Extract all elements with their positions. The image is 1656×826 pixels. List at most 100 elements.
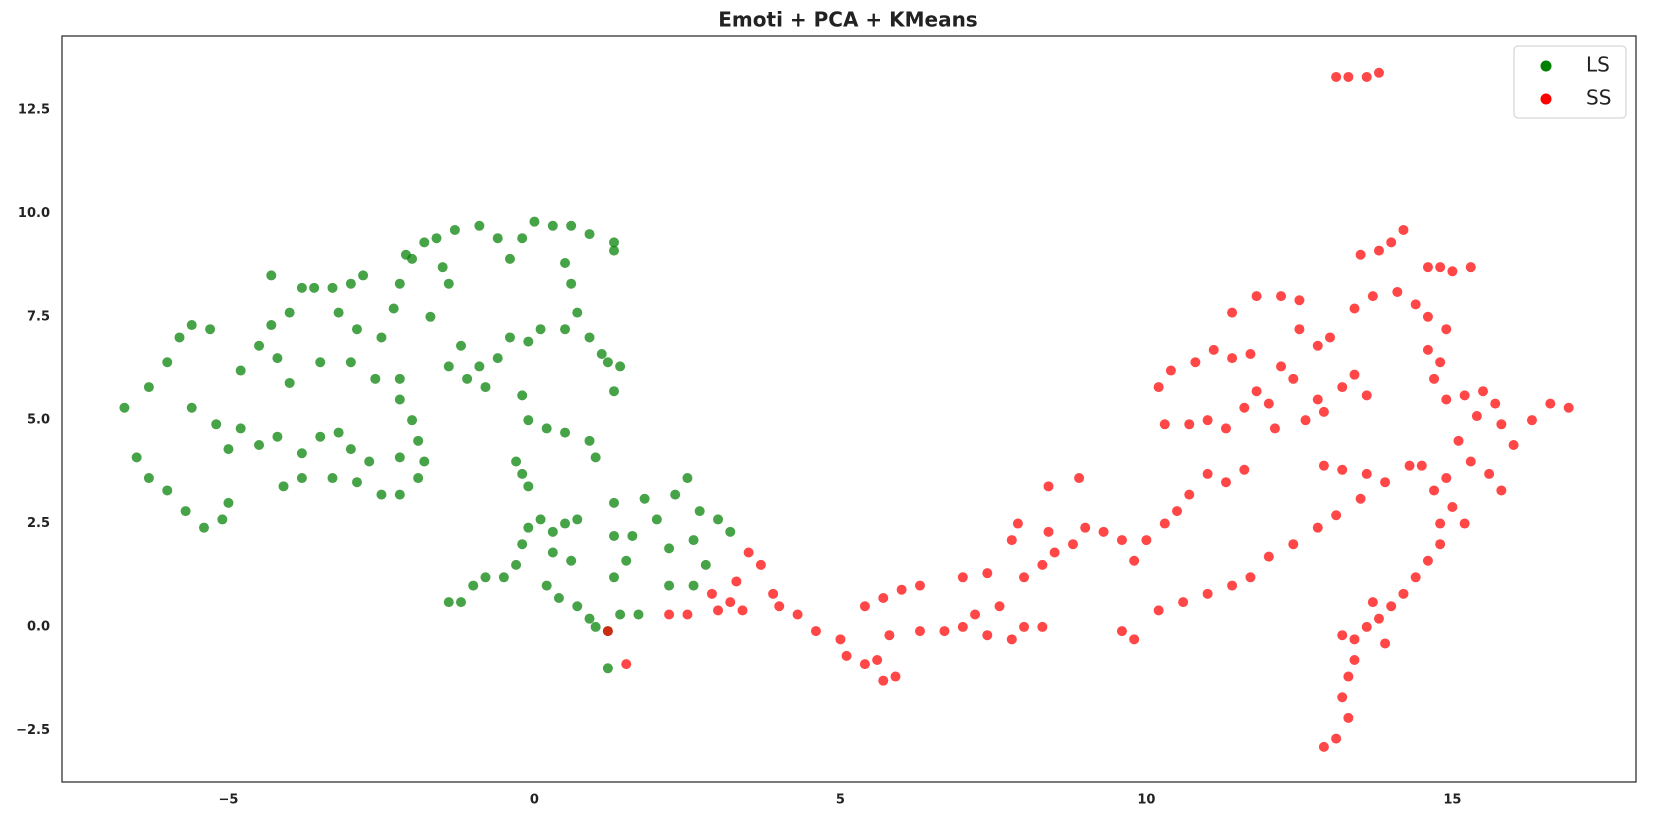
point <box>480 382 491 393</box>
point <box>419 237 430 248</box>
point <box>1208 344 1219 355</box>
point <box>560 258 571 269</box>
point <box>835 634 846 645</box>
point <box>602 626 613 637</box>
point <box>810 626 821 637</box>
point <box>768 588 779 599</box>
point <box>1312 522 1323 533</box>
point <box>1331 510 1342 521</box>
point <box>511 559 522 570</box>
point <box>480 572 491 583</box>
point <box>688 535 699 546</box>
point <box>682 473 693 484</box>
point <box>119 402 130 413</box>
x-tick-label: 0 <box>530 793 539 808</box>
point <box>198 522 209 533</box>
point <box>205 324 216 335</box>
point <box>560 427 571 438</box>
point <box>315 357 326 368</box>
point <box>859 659 870 670</box>
point <box>364 456 375 467</box>
point <box>1318 460 1329 471</box>
plot-frame <box>61 35 1637 783</box>
point <box>1422 262 1433 273</box>
point <box>523 481 534 492</box>
point <box>1202 468 1213 479</box>
point <box>333 427 344 438</box>
point <box>1159 518 1170 529</box>
point <box>566 555 577 566</box>
point <box>621 555 632 566</box>
point <box>394 373 405 384</box>
point <box>602 663 613 674</box>
point <box>572 601 583 612</box>
point <box>315 431 326 442</box>
point <box>1471 411 1482 422</box>
point <box>560 324 571 335</box>
point <box>731 576 742 587</box>
point <box>859 601 870 612</box>
point <box>1441 473 1452 484</box>
point <box>725 597 736 608</box>
point <box>713 514 724 525</box>
point <box>688 580 699 591</box>
point <box>1453 435 1464 446</box>
point <box>1331 71 1342 82</box>
point <box>443 597 454 608</box>
point <box>584 332 595 343</box>
point <box>706 588 717 599</box>
point <box>345 357 356 368</box>
point <box>1227 353 1238 364</box>
point <box>1386 601 1397 612</box>
point <box>394 489 405 500</box>
point <box>1037 559 1048 570</box>
point <box>1288 539 1299 550</box>
x-tick-label: −5 <box>218 793 238 808</box>
point <box>1416 460 1427 471</box>
point <box>841 650 852 661</box>
point <box>1331 733 1342 744</box>
point <box>1080 522 1091 533</box>
point <box>474 361 485 372</box>
point <box>584 435 595 446</box>
point <box>1178 597 1189 608</box>
point <box>609 530 620 541</box>
point <box>1251 386 1262 397</box>
x-tick-label: 15 <box>1443 793 1461 808</box>
y-tick-label: −2.5 <box>16 723 50 738</box>
point <box>1006 634 1017 645</box>
point <box>615 609 626 620</box>
point <box>529 216 540 227</box>
point <box>566 220 577 231</box>
point <box>272 353 283 364</box>
point <box>517 390 528 401</box>
point <box>547 547 558 558</box>
point <box>1269 423 1280 434</box>
y-tick-label: 10.0 <box>18 206 50 221</box>
point <box>755 559 766 570</box>
point <box>1355 249 1366 260</box>
point <box>1496 419 1507 430</box>
point <box>982 568 993 579</box>
point <box>180 506 191 517</box>
point <box>1312 394 1323 405</box>
point <box>1422 555 1433 566</box>
point <box>1392 286 1403 297</box>
point <box>1245 349 1256 360</box>
point <box>235 423 246 434</box>
point <box>982 630 993 641</box>
point <box>498 572 509 583</box>
point <box>1129 634 1140 645</box>
point <box>296 448 307 459</box>
point <box>517 539 528 550</box>
point <box>1373 67 1384 78</box>
point <box>1220 423 1231 434</box>
point <box>1484 468 1495 479</box>
point <box>517 233 528 244</box>
point <box>1563 402 1574 413</box>
point <box>504 332 515 343</box>
point <box>1343 671 1354 682</box>
point <box>547 526 558 537</box>
point <box>1386 237 1397 248</box>
point <box>1490 398 1501 409</box>
